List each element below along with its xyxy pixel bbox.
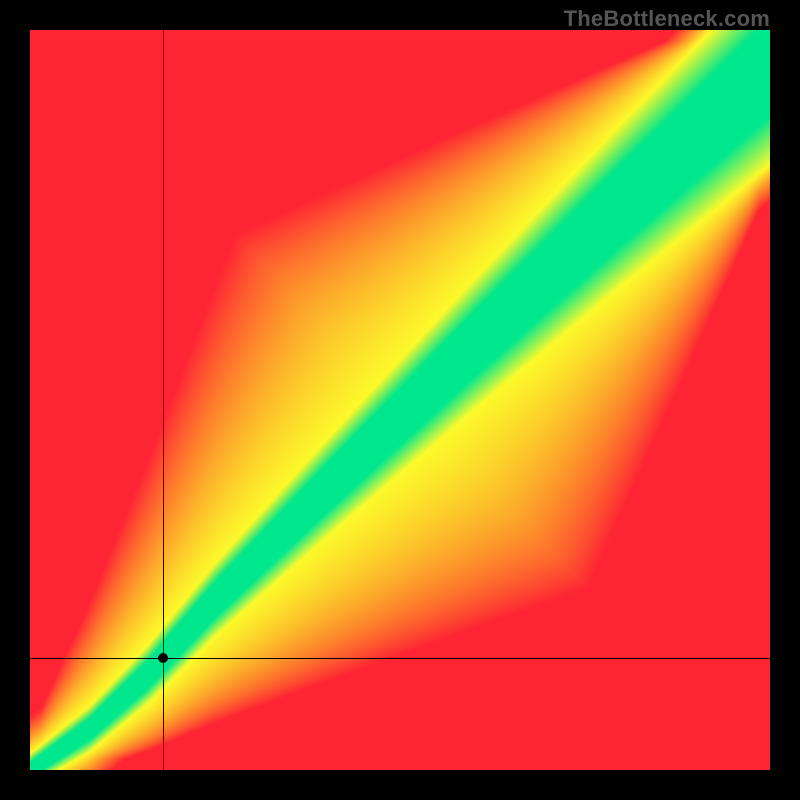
heatmap-canvas bbox=[30, 30, 770, 770]
crosshair-horizontal bbox=[30, 658, 770, 659]
outer-frame: TheBottleneck.com bbox=[0, 0, 800, 800]
heatmap-plot bbox=[30, 30, 770, 770]
crosshair-dot bbox=[158, 653, 168, 663]
watermark-text: TheBottleneck.com bbox=[564, 6, 770, 32]
